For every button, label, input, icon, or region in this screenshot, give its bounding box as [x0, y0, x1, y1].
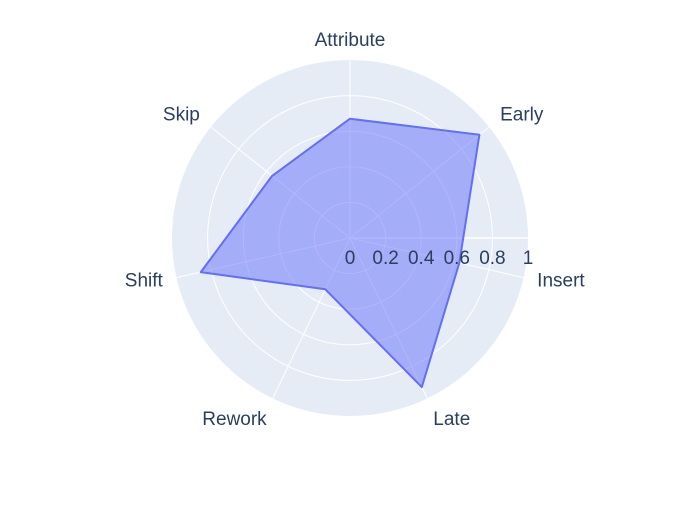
angular-label-shift: Shift — [125, 271, 164, 292]
angular-label-late: Late — [433, 409, 470, 430]
radial-tick-0-2: 0.2 — [372, 248, 398, 269]
angular-label-attribute: Attribute — [315, 30, 386, 51]
series-area — [199, 117, 481, 389]
angular-label-skip: Skip — [163, 104, 200, 125]
angular-label-rework: Rework — [202, 409, 267, 430]
radial-tick-1: 1 — [523, 248, 534, 269]
radial-axis-ticks: 0 0.2 0.4 0.6 0.8 1 — [345, 248, 534, 269]
radial-tick-0: 0 — [345, 248, 356, 269]
radial-tick-0-8: 0.8 — [479, 248, 505, 269]
radial-tick-0-6: 0.6 — [444, 248, 470, 269]
radial-tick-0-4: 0.4 — [408, 248, 435, 269]
series-layer — [199, 117, 481, 389]
angular-label-insert: Insert — [537, 271, 585, 292]
angular-label-early: Early — [500, 104, 544, 125]
angular-axis-labels: Attribute Early Insert Late Rework Shift Skip — [125, 30, 586, 430]
